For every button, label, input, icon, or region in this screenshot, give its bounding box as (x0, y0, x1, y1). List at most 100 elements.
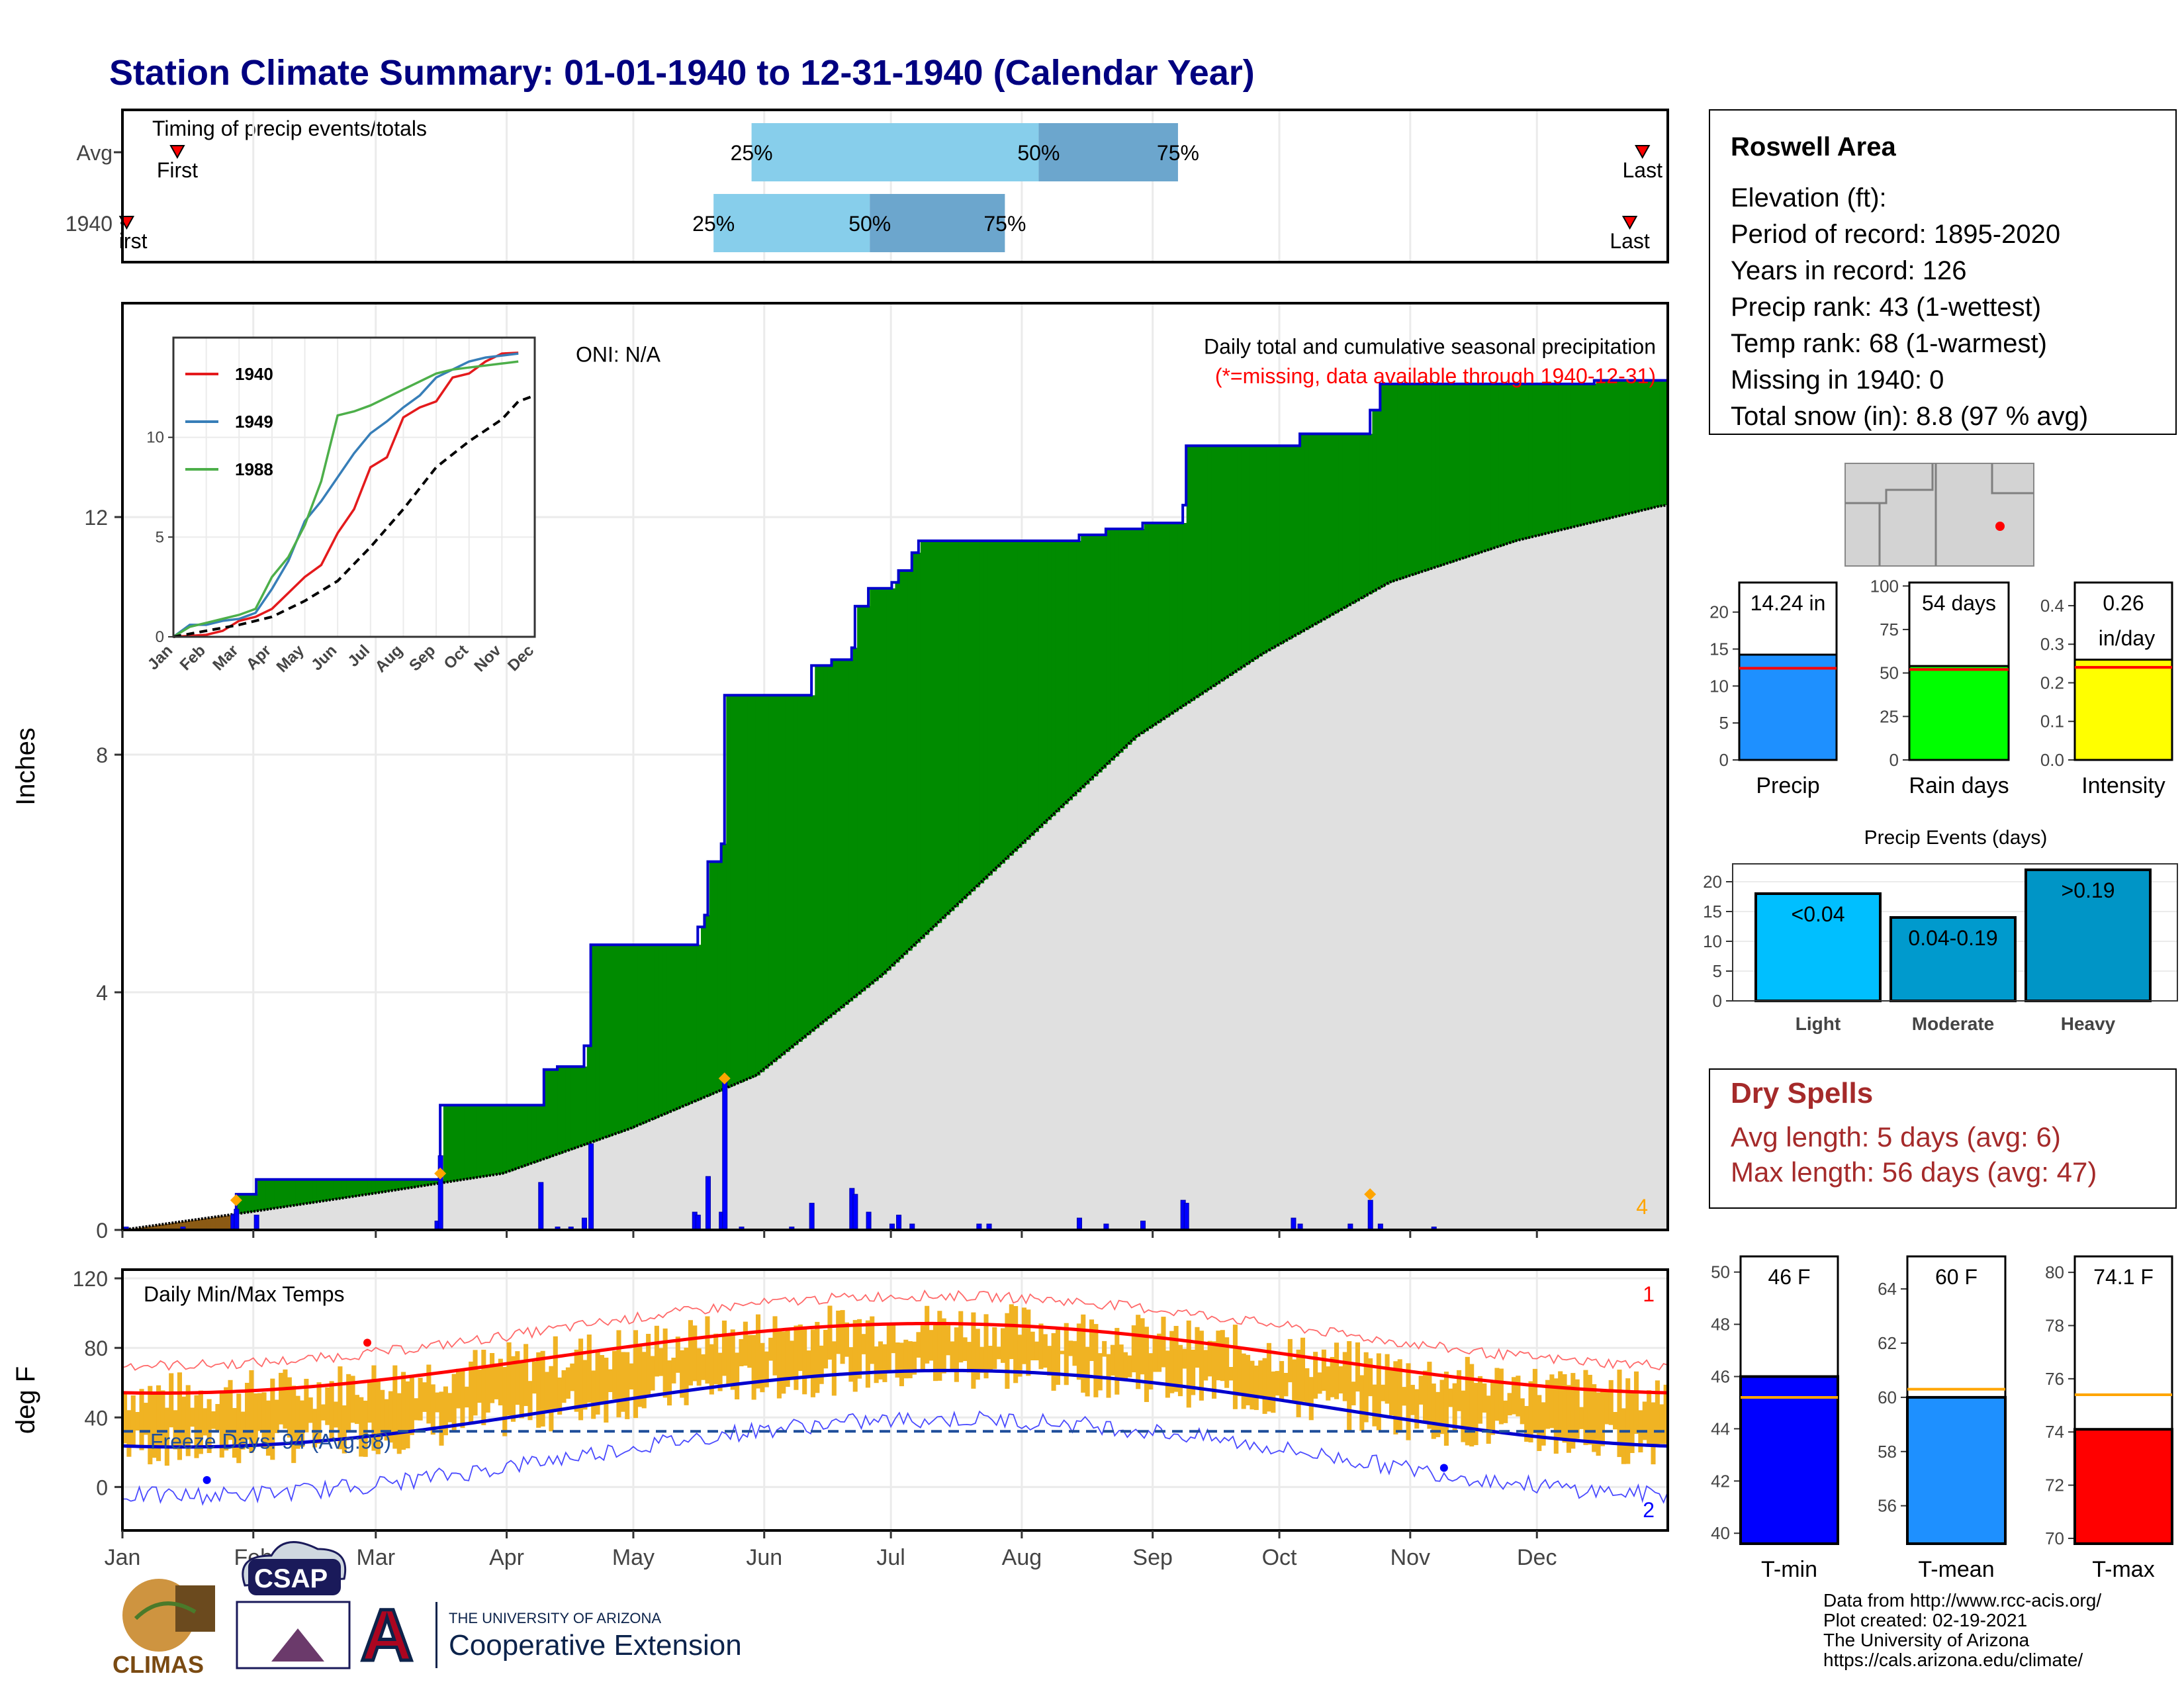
daily-temp-bar (1625, 1378, 1631, 1464)
cumulative-difference-fill (312, 1179, 318, 1203)
daily-temp-bar (933, 1325, 938, 1382)
cumulative-difference-fill (794, 695, 799, 1045)
daily-temp-bar (625, 1352, 630, 1419)
cumulative-difference-fill (477, 1105, 482, 1178)
cumulative-difference-fill (701, 927, 706, 1099)
cumulative-difference-fill (494, 1105, 499, 1175)
daily-precip-bar (866, 1211, 872, 1231)
location-map (1844, 463, 2034, 567)
daily-temp-bar (1211, 1341, 1217, 1399)
daily-temp-bar (215, 1403, 220, 1431)
cumulative-difference-fill (751, 695, 756, 1078)
daily-temp-bar (1182, 1348, 1187, 1369)
cumulative-difference-fill (1549, 384, 1555, 533)
daily-temp-bar (515, 1351, 520, 1405)
daily-temp-bar (1321, 1349, 1326, 1391)
daily-temp-bar (1140, 1318, 1145, 1375)
daily-temp-bar (586, 1335, 592, 1403)
temp-bar-y-tick-label: 70 (2045, 1528, 2064, 1548)
timing-pct-label: 75% (1157, 141, 1199, 165)
daily-temp-bar (578, 1338, 584, 1421)
cumulative-difference-fill (882, 588, 887, 975)
station-name: Roswell Area (1731, 132, 1896, 162)
mini-y-tick-label: 0 (1719, 750, 1729, 770)
cumulative-difference-fill (954, 540, 959, 908)
cumulative-difference-fill (274, 1179, 279, 1209)
daily-temp-bar (751, 1335, 756, 1400)
daily-temp-bar (473, 1350, 478, 1416)
daily-temp-bar (295, 1395, 300, 1449)
cumulative-difference-fill (1038, 540, 1044, 828)
daily-temp-bar (287, 1377, 292, 1438)
temp-bar-y-tick-label: 64 (1878, 1279, 1897, 1299)
mini-y-tick-label: 20 (1709, 602, 1729, 622)
mini-bar-label: Rain days (1909, 773, 2009, 798)
daily-temp-bar (1549, 1374, 1555, 1429)
cumulative-difference-fill (764, 695, 769, 1069)
daily-temp-bar (1600, 1390, 1606, 1446)
daily-temp-bar (1651, 1402, 1656, 1465)
cumulative-difference-fill (1013, 540, 1019, 852)
cumulative-difference-fill (1021, 540, 1026, 844)
last-event-marker (1635, 145, 1651, 160)
month-label: Jul (876, 1545, 905, 1570)
cumulative-difference-fill (705, 915, 710, 1097)
temp-bar-y-tick-label: 74 (2045, 1422, 2064, 1442)
daily-temp-bar (126, 1410, 132, 1457)
daily-temp-bar (1271, 1371, 1276, 1413)
cumulative-difference-fill (1435, 384, 1441, 567)
mini-bar-value: 14.24 in (1751, 591, 1826, 615)
mini-bar (1908, 665, 2010, 761)
daily-precip-bar (1183, 1203, 1189, 1231)
daily-temp-bar (886, 1324, 891, 1371)
cumulative-difference-fill (1443, 384, 1449, 565)
daily-temp-bar (439, 1391, 444, 1446)
record-low-count: 2 (1643, 1498, 1655, 1522)
daily-temp-bar (460, 1368, 465, 1429)
cumulative-difference-fill (1211, 445, 1216, 687)
daily-temp-bar (950, 1341, 955, 1371)
daily-temp-bar (206, 1399, 212, 1454)
daily-temp-bar (1363, 1352, 1369, 1423)
cumulative-difference-fill (308, 1179, 313, 1203)
mini-y-tick-label: 0.2 (2040, 673, 2064, 692)
daily-temp-bar (1279, 1361, 1285, 1400)
mini-y-tick-label: 0.1 (2040, 712, 2064, 731)
events-bar (1754, 892, 1882, 1002)
daily-temp-bar (1359, 1375, 1365, 1431)
cumulative-difference-fill (283, 1179, 288, 1207)
cumulative-difference-fill (692, 945, 698, 1103)
events-frame (1732, 863, 2178, 1002)
cumulative-difference-fill (1232, 445, 1238, 673)
cumulative-difference-fill (1494, 384, 1500, 548)
daily-temp-bar (1659, 1404, 1664, 1444)
daily-temp-bar (857, 1319, 862, 1379)
average-cumulative-line (122, 504, 1668, 1231)
cumulative-difference-fill (359, 1179, 364, 1196)
cumulative-difference-fill (363, 1179, 368, 1196)
cumulative-difference-fill (1613, 380, 1618, 518)
daily-temp-bar (797, 1324, 803, 1372)
cumulative-difference-fill (895, 582, 900, 963)
daily-precip-bar (722, 1078, 728, 1231)
month-label: Mar (357, 1545, 396, 1570)
cumulative-difference-fill (1081, 535, 1086, 788)
cumulative-difference-fill (616, 945, 621, 1134)
mini-y-tick-label: 100 (1870, 576, 1899, 596)
cumulative-difference-fill (443, 1105, 448, 1183)
daily-temp-bar (185, 1385, 191, 1456)
inset-y-tick-label: 0 (156, 628, 164, 646)
timing-pct-label: 50% (1017, 141, 1060, 165)
cumulative-difference-fill (333, 1179, 338, 1199)
daily-temp-bar (726, 1333, 731, 1385)
cumulative-difference-fill (1553, 384, 1559, 532)
daily-temp-bar (1047, 1346, 1052, 1376)
cumulative-difference-fill (1402, 384, 1407, 579)
daily-temp-bar (143, 1403, 148, 1435)
cumulative-difference-fill (561, 1066, 567, 1153)
cumulative-difference-fill (1228, 445, 1234, 676)
cumulative-difference-fill (1465, 384, 1470, 558)
daily-temp-bar (1482, 1383, 1487, 1413)
record-high-marker (363, 1338, 372, 1347)
cumulative-difference-fill (1482, 384, 1487, 552)
